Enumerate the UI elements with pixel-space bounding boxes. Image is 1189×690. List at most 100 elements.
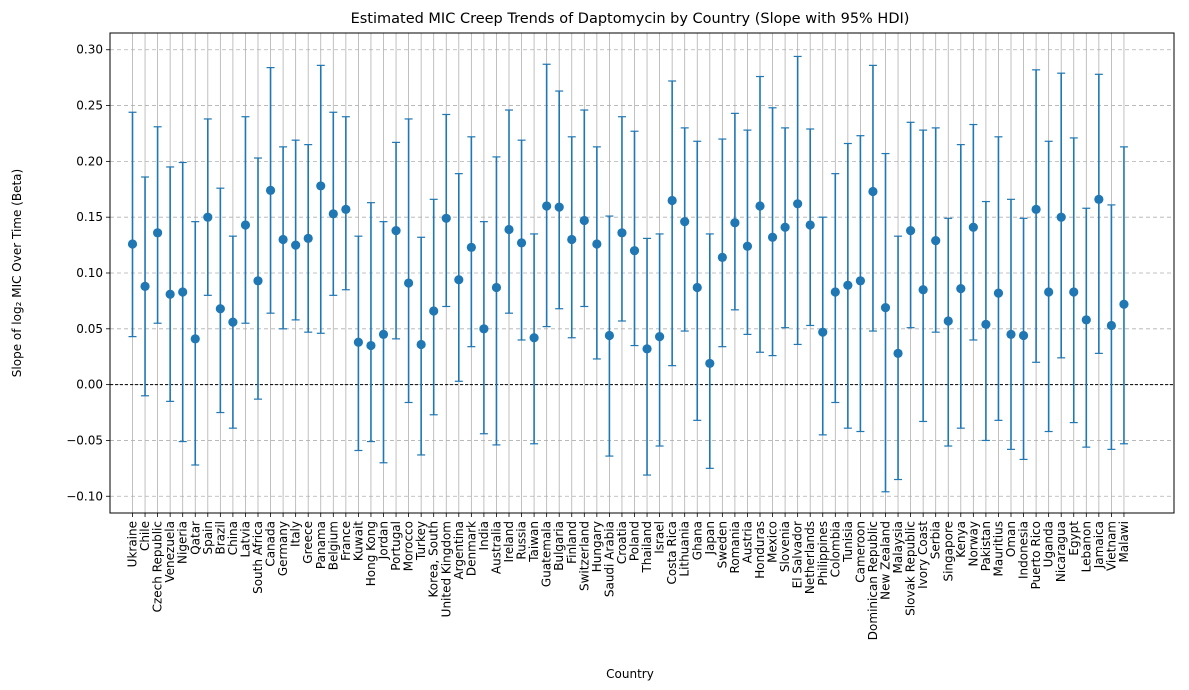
data-point xyxy=(529,333,539,343)
data-point xyxy=(153,228,163,238)
x-tick-label: Greece xyxy=(301,521,315,564)
x-tick-label: Ghana xyxy=(690,521,704,560)
data-point xyxy=(1056,212,1066,222)
y-tick-label: 0.00 xyxy=(76,378,103,392)
data-point xyxy=(868,186,878,197)
x-tick-label: Russia xyxy=(515,521,529,560)
x-tick-label: Australia xyxy=(489,521,503,574)
x-tick-label: Philippines xyxy=(816,521,830,586)
data-point xyxy=(1031,204,1041,214)
x-tick-label: United Kingdom xyxy=(439,521,453,617)
data-point xyxy=(655,332,665,342)
data-point xyxy=(906,225,916,236)
data-point xyxy=(366,340,376,351)
data-point xyxy=(1044,287,1054,297)
x-tick-label: Bulgaria xyxy=(552,521,566,571)
data-point xyxy=(642,344,652,354)
x-tick-label: Latvia xyxy=(238,521,252,558)
x-tick-label: Jordan xyxy=(377,521,391,560)
chart-title: Estimated MIC Creep Trends of Daptomycin… xyxy=(351,11,910,27)
x-tick-label: Finland xyxy=(565,521,579,564)
data-point xyxy=(516,238,527,248)
data-point xyxy=(265,185,276,195)
data-point xyxy=(504,224,514,235)
x-tick-label: Belgium xyxy=(326,521,340,570)
data-point xyxy=(178,287,188,297)
x-tick-label: Slovenia xyxy=(778,521,792,572)
data-point xyxy=(617,228,627,238)
data-point xyxy=(491,282,502,293)
y-tick-label: −0.10 xyxy=(66,489,103,503)
data-point xyxy=(993,288,1004,298)
x-tick-label: El Salvador xyxy=(791,521,805,588)
data-point xyxy=(843,280,853,290)
x-tick-label: Switzerland xyxy=(577,521,591,591)
x-tick-label: Tunisia xyxy=(841,521,855,563)
x-tick-label: Oman xyxy=(1004,521,1018,557)
data-point xyxy=(441,213,451,223)
x-tick-label: Croatia xyxy=(615,521,629,564)
data-point xyxy=(466,242,476,252)
data-point xyxy=(429,306,439,316)
x-tick-label: Slovak Republic xyxy=(904,521,918,616)
x-tick-label: Sweden xyxy=(715,521,729,568)
x-tick-label: Dominican Republic xyxy=(866,521,880,640)
data-point xyxy=(353,337,363,347)
data-point xyxy=(818,327,828,337)
x-tick-label: Portugal xyxy=(389,521,403,571)
data-point xyxy=(378,329,389,339)
x-tick-label: Indonesia xyxy=(1017,521,1031,579)
x-tick-label: Mexico xyxy=(766,521,780,563)
x-tick-label: Brazil xyxy=(213,521,227,555)
data-point xyxy=(579,215,589,226)
x-tick-label: Lithuania xyxy=(678,521,692,577)
x-tick-label: Italy xyxy=(289,521,303,547)
x-tick-label: Singapore xyxy=(941,521,955,582)
data-point xyxy=(1106,320,1116,331)
x-tick-label: Serbia xyxy=(929,521,943,559)
data-point xyxy=(893,348,903,358)
data-point xyxy=(228,317,238,327)
x-tick-label: France xyxy=(339,521,353,561)
data-point xyxy=(981,319,991,329)
data-point xyxy=(1119,299,1129,309)
x-tick-label: Venezuela xyxy=(163,521,177,583)
data-point xyxy=(1018,330,1029,341)
x-tick-label: Austria xyxy=(740,521,754,563)
data-point xyxy=(203,212,213,222)
x-tick-label: Hungary xyxy=(590,521,604,572)
x-tick-label: Uganda xyxy=(1042,521,1056,567)
x-tick-label: Ukraine xyxy=(126,521,140,567)
x-tick-label: Germany xyxy=(276,521,290,576)
data-point xyxy=(328,209,338,219)
x-tick-label: Puerto Rico xyxy=(1029,521,1043,589)
x-tick-label: Qatar xyxy=(188,521,202,555)
x-tick-label: Chile xyxy=(138,521,152,551)
x-tick-label: India xyxy=(477,521,491,550)
x-tick-label: South Africa xyxy=(251,521,265,594)
x-tick-label: Cameroon xyxy=(853,521,867,583)
data-point xyxy=(880,303,891,313)
data-point xyxy=(931,236,941,246)
x-tick-label: Saudi Arabia xyxy=(602,521,616,597)
x-tick-label: Ireland xyxy=(502,521,516,563)
data-point xyxy=(680,217,690,227)
data-point xyxy=(1081,315,1091,325)
data-point xyxy=(692,282,702,293)
x-tick-label: Ivory Coast xyxy=(916,521,930,589)
y-tick-label: 0.30 xyxy=(76,43,103,57)
x-tick-label: Nicaragua xyxy=(1054,521,1068,582)
y-tick-label: −0.05 xyxy=(66,433,103,447)
x-tick-label: Hong Kong xyxy=(364,521,378,586)
y-tick-label: 0.20 xyxy=(76,154,103,168)
data-point xyxy=(240,220,251,230)
data-point xyxy=(479,324,489,334)
x-tick-label: Kenya xyxy=(954,521,968,558)
x-tick-label: Spain xyxy=(201,521,215,555)
data-point xyxy=(127,239,138,249)
data-point xyxy=(855,276,866,286)
data-point xyxy=(454,275,464,285)
data-point xyxy=(190,334,200,344)
data-points xyxy=(127,181,1129,369)
